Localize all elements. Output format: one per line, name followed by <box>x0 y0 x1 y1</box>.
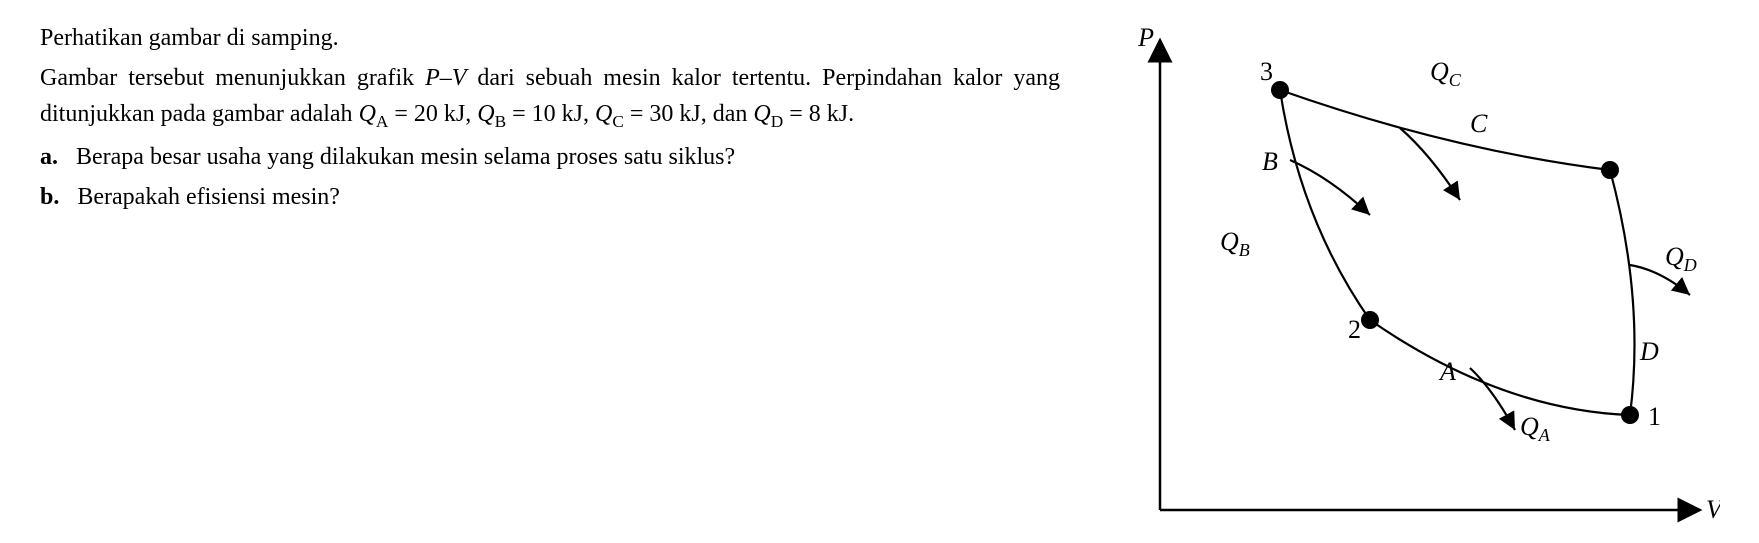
svg-text:D: D <box>1639 337 1659 366</box>
intro-line-1: Perhatikan gambar di samping. <box>40 20 1060 56</box>
qa-value: = 20 kJ, <box>388 101 477 127</box>
qb-sub: B <box>495 112 507 131</box>
svg-text:A: A <box>1438 357 1456 386</box>
qd-symbol: Q <box>753 101 770 127</box>
qa-symbol: Q <box>359 101 376 127</box>
label-a: a. <box>40 139 58 175</box>
qc-sub: C <box>612 112 624 131</box>
qc-value: = 30 kJ, dan <box>624 101 754 127</box>
qb-value: = 10 kJ, <box>506 101 595 127</box>
problem-text: Perhatikan gambar di samping. Gambar ter… <box>40 20 1060 219</box>
qd-value: = 8 kJ. <box>783 101 854 127</box>
svg-text:QA: QA <box>1520 412 1551 445</box>
text-b: Berapakah efisiensi mesin? <box>77 179 1060 215</box>
svg-text:QB: QB <box>1220 227 1250 260</box>
label-b: b. <box>40 179 59 215</box>
svg-text:2: 2 <box>1348 315 1361 344</box>
text-frag: Gambar tersebut menunjukkan grafik <box>40 65 425 91</box>
question-a: a. Berapa besar usaha yang dilakukan mes… <box>40 139 1060 175</box>
qc-symbol: Q <box>595 101 612 127</box>
question-b: b. Berapakah efisiensi mesin? <box>40 179 1060 215</box>
svg-text:QC: QC <box>1430 57 1462 90</box>
svg-text:QD: QD <box>1665 242 1697 275</box>
svg-text:C: C <box>1470 109 1488 138</box>
pv-diagram-svg: V P B C D A 3 2 1 QC QB QD QA <box>1100 20 1720 540</box>
svg-text:B: B <box>1262 147 1278 176</box>
qd-sub: D <box>771 112 783 131</box>
intro-line-2: Gambar tersebut menunjukkan grafik P–V d… <box>40 60 1060 135</box>
qb-symbol: Q <box>477 101 494 127</box>
pv-symbol: P–V <box>425 65 466 91</box>
text-a: Berapa besar usaha yang dilakukan mesin … <box>76 139 1060 175</box>
svg-text:P: P <box>1137 23 1154 52</box>
qa-sub: A <box>376 112 388 131</box>
question-list: a. Berapa besar usaha yang dilakukan mes… <box>40 139 1060 215</box>
svg-text:3: 3 <box>1260 57 1273 86</box>
svg-text:1: 1 <box>1648 402 1661 431</box>
pv-diagram: V P B C D A 3 2 1 QC QB QD QA <box>1100 20 1720 540</box>
svg-text:V: V <box>1706 495 1720 524</box>
